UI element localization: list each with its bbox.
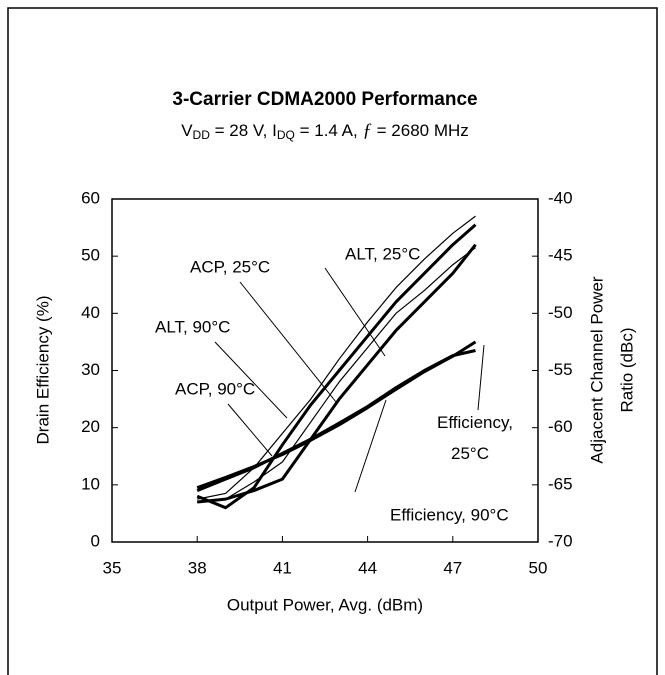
series-label: Efficiency, 90°C <box>390 505 509 524</box>
series-line <box>197 215 476 500</box>
y2-tick-label: -50 <box>548 303 573 322</box>
y2-tick-label: -60 <box>548 417 573 436</box>
x-axis-label: Output Power, Avg. (dBm) <box>227 595 423 614</box>
x-tick-label: 47 <box>443 558 462 577</box>
annotation-leader <box>477 344 485 411</box>
chart-subtitle: VDD = 28 V, IDQ = 1.4 A, ƒ = 2680 MHz <box>181 120 469 142</box>
annotation-leader <box>227 403 273 457</box>
annotation-leader <box>214 341 288 419</box>
series-label: ACP, 90°C <box>175 379 255 398</box>
y2-tick-label: -55 <box>548 360 573 379</box>
y2-tick-label: -40 <box>548 188 573 207</box>
series-label: Efficiency, 25°C <box>437 413 513 463</box>
y-tick-label: 60 <box>81 188 100 207</box>
x-tick-label: 44 <box>358 558 377 577</box>
series-line <box>196 349 476 492</box>
annotation-leader <box>239 281 337 403</box>
chart-title: 3-Carrier CDMA2000 Performance <box>172 89 477 110</box>
series-label: ALT, 90°C <box>155 317 230 336</box>
y2-axis-label: Adjacent Channel Power <box>587 276 606 463</box>
frame <box>7 7 658 675</box>
subtitle-part: DD <box>193 128 211 142</box>
y-tick-label: 10 <box>81 474 100 493</box>
annotation-leader <box>354 399 387 493</box>
x-tick-label: 38 <box>188 558 207 577</box>
subtitle-part: ƒ <box>362 120 372 141</box>
y2-tick-label: -70 <box>548 531 573 550</box>
subtitle-part: = 1.4 A, <box>295 121 363 140</box>
plot-area <box>111 198 539 543</box>
y2-axis-label: Ratio (dBc) <box>617 327 636 412</box>
y-tick-label: 0 <box>91 531 100 550</box>
y2-tick-label: -45 <box>548 246 573 265</box>
y-tick-label: 30 <box>81 360 100 379</box>
y-tick-label: 40 <box>81 303 100 322</box>
series-label: ACP, 25°C <box>190 257 270 276</box>
y-tick-label: 20 <box>81 417 100 436</box>
subtitle-part: V <box>181 121 193 140</box>
y2-tick-label: -65 <box>548 474 573 493</box>
annotation-leader <box>324 267 386 357</box>
x-tick-label: 41 <box>273 558 292 577</box>
subtitle-part: DQ <box>277 128 295 142</box>
subtitle-part: = 2680 MHz <box>372 121 469 140</box>
series-line <box>197 247 476 503</box>
y-axis-label: Drain Efficiency (%) <box>33 296 52 445</box>
x-tick-label: 35 <box>103 558 122 577</box>
subtitle-part: = 28 V, I <box>210 121 277 140</box>
y-tick-label: 50 <box>81 246 100 265</box>
x-tick-label: 50 <box>529 558 548 577</box>
series-label: ALT, 25°C <box>345 244 420 263</box>
series-line <box>197 243 477 504</box>
